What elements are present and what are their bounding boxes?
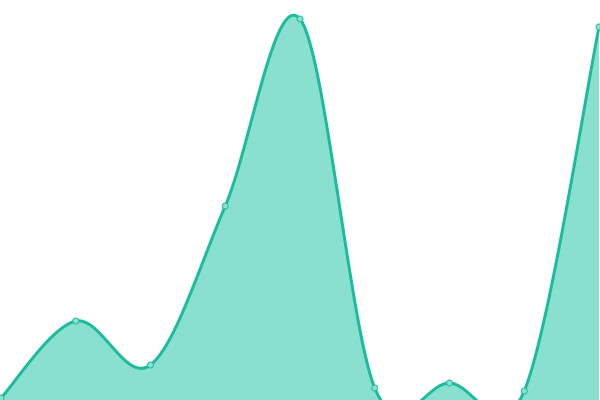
data-point [0, 394, 5, 400]
data-point [296, 15, 304, 23]
data-point [520, 387, 528, 395]
data-points [0, 15, 600, 400]
data-point [147, 361, 154, 369]
data-point [221, 202, 229, 210]
data-point [446, 379, 453, 387]
data-point [72, 317, 80, 325]
data-point [595, 23, 600, 31]
data-point [371, 384, 379, 392]
area-fill [1, 15, 599, 400]
